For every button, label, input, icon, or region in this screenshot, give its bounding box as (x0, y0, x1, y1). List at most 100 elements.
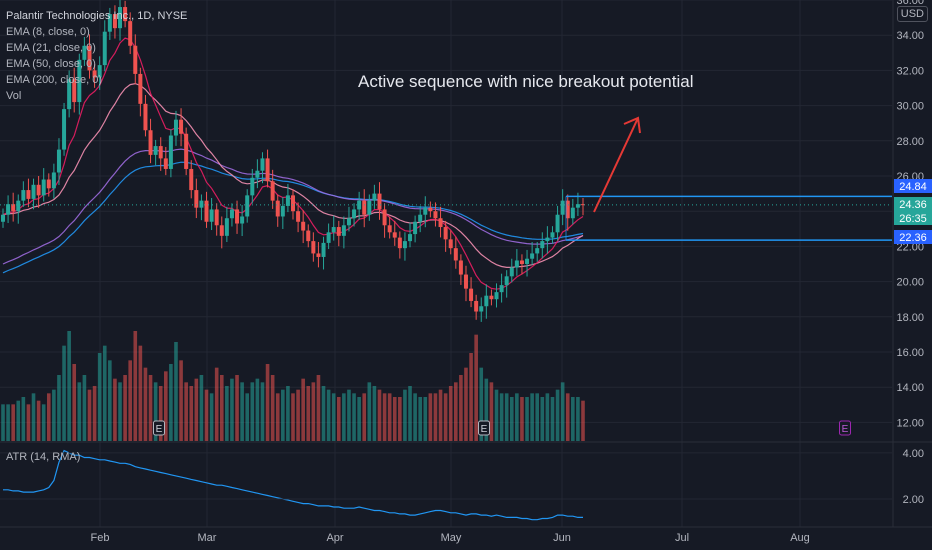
candle-body (41, 179, 46, 196)
legend-ema21[interactable]: EMA (21, close, 0) (6, 42, 96, 54)
candle-body (519, 260, 524, 264)
volume-bar (352, 393, 356, 441)
legend-ema8[interactable]: EMA (8, close, 0) (6, 26, 90, 38)
x-tick-label: Apr (326, 532, 343, 544)
candle-body (382, 209, 387, 226)
candle-body (362, 200, 367, 215)
candle-body (31, 184, 36, 199)
candle-body (509, 267, 514, 277)
volume-bar (331, 393, 336, 441)
candle-body (36, 184, 41, 196)
volume-bar (372, 386, 377, 441)
candle-body (179, 119, 184, 134)
candle-body (128, 21, 133, 46)
candle-body (280, 205, 285, 217)
volume-bar (520, 397, 524, 441)
price-tag (894, 211, 932, 225)
candle-body (235, 209, 240, 224)
candle-body (525, 258, 530, 264)
candle-body (550, 232, 555, 238)
candle-body (148, 130, 153, 155)
price-tick-label: 16.00 (896, 347, 924, 359)
ema200-line (2, 161, 584, 274)
volume-bar (515, 393, 519, 441)
volume-bar (11, 404, 15, 441)
candle-body (331, 227, 336, 233)
candle-body (260, 158, 265, 171)
candle-body (433, 211, 438, 219)
candle-body (321, 242, 326, 257)
x-tick-label: Aug (790, 532, 810, 544)
candle-body (87, 45, 92, 71)
candle-body (489, 295, 494, 300)
candle-body (199, 200, 204, 208)
volume-bar (281, 389, 285, 441)
legend-ema200[interactable]: EMA (200, close, 0) (6, 74, 102, 86)
candle-body (26, 190, 31, 199)
x-tick-label: Mar (198, 532, 217, 544)
volume-bar (169, 364, 173, 441)
candle-body (204, 200, 209, 222)
volume-bar (459, 375, 463, 441)
candle-body (306, 230, 311, 242)
candle-body (67, 79, 72, 110)
volume-bar (158, 386, 163, 441)
price-tick-label: 18.00 (896, 312, 924, 324)
candle-body (163, 158, 168, 169)
candle-body (458, 260, 463, 275)
atr-legend[interactable]: ATR (14, RMA) (6, 451, 81, 463)
volume-bar (179, 360, 183, 441)
x-tick-label: Jun (553, 532, 571, 544)
volume-bar (128, 360, 132, 441)
volume-bar (336, 397, 341, 441)
candle-body (570, 207, 575, 219)
volume-bar (209, 393, 214, 441)
candle-body (397, 237, 402, 249)
volume-bar (219, 375, 224, 441)
volume-bar (21, 397, 26, 441)
candle-body (255, 170, 260, 178)
candle-body (326, 232, 331, 243)
volume-bar (362, 393, 367, 441)
candle-body (102, 31, 107, 66)
candle-body (336, 227, 341, 236)
volume-bar (260, 382, 265, 441)
volume-bar (87, 389, 92, 441)
volume-bar (189, 386, 194, 441)
candle-body (453, 248, 458, 261)
atr-tick-label: 2.00 (903, 494, 924, 506)
volume-bar (204, 389, 209, 441)
currency-label[interactable]: USD (896, 6, 928, 22)
volume-bar (321, 386, 326, 441)
candle-body (77, 59, 82, 103)
price-tag (894, 179, 932, 193)
candle-body (11, 204, 16, 212)
candle-body (499, 285, 504, 293)
legend-ema50[interactable]: EMA (50, close, 0) (6, 58, 96, 70)
candle-body (143, 103, 148, 131)
earnings-marker-label: E (842, 424, 849, 435)
candle-body (92, 70, 97, 78)
volume-bar (316, 375, 321, 441)
volume-bar (428, 393, 433, 441)
volume-bar (357, 397, 361, 441)
candle-body (245, 195, 250, 217)
candle-body (72, 79, 77, 103)
volume-bar (148, 375, 153, 441)
price-tick-label: 36.00 (896, 0, 924, 7)
volume-bar (194, 378, 199, 441)
volume-bar (504, 393, 509, 441)
candle-body (357, 200, 362, 210)
volume-bar (398, 397, 402, 441)
arrow-shaft (593, 117, 639, 213)
candle-body (367, 200, 372, 215)
volume-bar (52, 389, 56, 441)
volume-bar (255, 378, 260, 441)
price-tick-label: 22.00 (896, 241, 924, 253)
volume-bar (291, 393, 295, 441)
legend-volume[interactable]: Vol (6, 90, 22, 102)
volume-bar (41, 404, 46, 441)
candle-body (479, 306, 484, 312)
candle-body (1, 214, 5, 222)
ema50-line (2, 148, 584, 265)
